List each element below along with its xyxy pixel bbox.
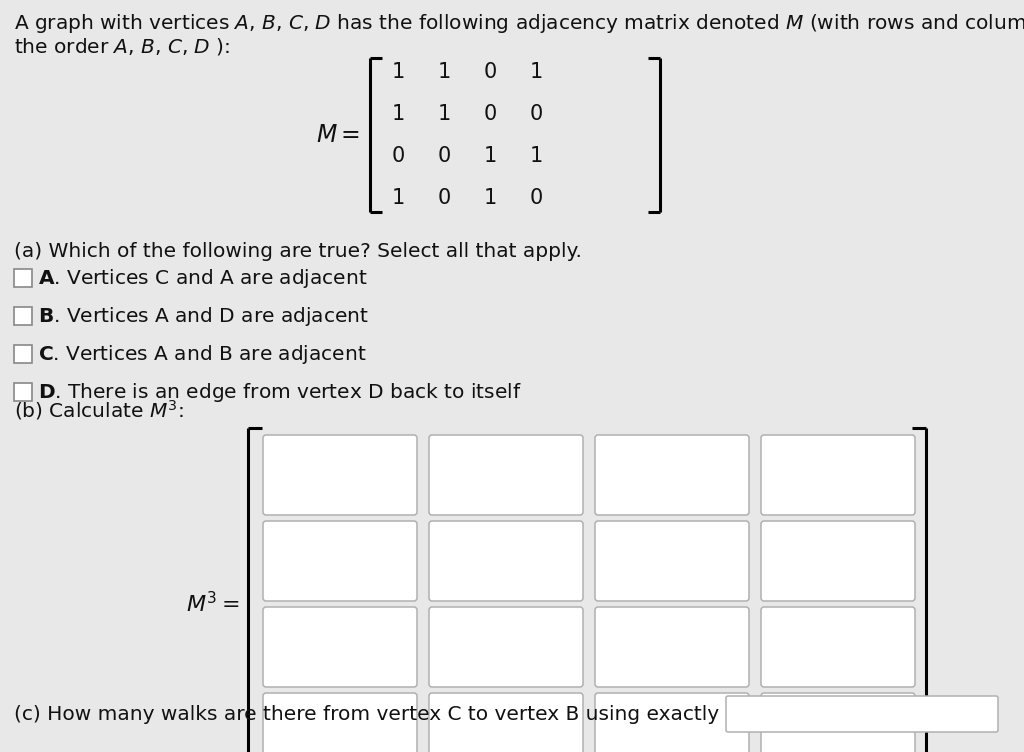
Text: (c) How many walks are there from vertex C to vertex B using exactly 3 edges?: (c) How many walks are there from vertex… <box>14 705 816 723</box>
FancyBboxPatch shape <box>429 521 583 601</box>
FancyBboxPatch shape <box>429 693 583 752</box>
Text: 0: 0 <box>391 146 404 166</box>
FancyBboxPatch shape <box>761 607 915 687</box>
FancyBboxPatch shape <box>263 693 417 752</box>
Bar <box>14 269 32 287</box>
Text: 1: 1 <box>483 146 497 166</box>
Text: $\mathbf{B}$. Vertices A and D are adjacent: $\mathbf{B}$. Vertices A and D are adjac… <box>38 305 369 328</box>
Text: 0: 0 <box>437 146 451 166</box>
FancyBboxPatch shape <box>595 521 749 601</box>
Text: 0: 0 <box>483 104 497 124</box>
Text: 1: 1 <box>391 188 404 208</box>
FancyBboxPatch shape <box>263 521 417 601</box>
FancyBboxPatch shape <box>595 693 749 752</box>
Bar <box>14 345 32 363</box>
Text: $M^3 =$: $M^3 =$ <box>186 591 240 617</box>
FancyBboxPatch shape <box>761 435 915 515</box>
FancyBboxPatch shape <box>761 693 915 752</box>
Text: (a) Which of the following are true? Select all that apply.: (a) Which of the following are true? Sel… <box>14 242 582 261</box>
Text: the order $A$, $B$, $C$, $D$ ):: the order $A$, $B$, $C$, $D$ ): <box>14 36 230 57</box>
FancyBboxPatch shape <box>595 435 749 515</box>
Bar <box>14 307 32 325</box>
Text: $M =$: $M =$ <box>315 123 360 147</box>
Text: A graph with vertices $A$, $B$, $C$, $D$ has the following adjacency matrix deno: A graph with vertices $A$, $B$, $C$, $D$… <box>14 12 1024 35</box>
Bar <box>14 383 32 401</box>
Text: 1: 1 <box>437 62 451 82</box>
Text: 1: 1 <box>483 188 497 208</box>
Text: 0: 0 <box>483 62 497 82</box>
FancyBboxPatch shape <box>761 521 915 601</box>
FancyBboxPatch shape <box>263 435 417 515</box>
FancyBboxPatch shape <box>263 607 417 687</box>
Text: 1: 1 <box>391 62 404 82</box>
FancyBboxPatch shape <box>429 607 583 687</box>
Text: $\mathbf{A}$. Vertices C and A are adjacent: $\mathbf{A}$. Vertices C and A are adjac… <box>38 266 368 290</box>
Text: 1: 1 <box>529 62 543 82</box>
Text: 1: 1 <box>529 146 543 166</box>
Text: 0: 0 <box>437 188 451 208</box>
FancyBboxPatch shape <box>726 696 998 732</box>
Text: (b) Calculate $M^3$:: (b) Calculate $M^3$: <box>14 398 184 422</box>
Text: 1: 1 <box>437 104 451 124</box>
Text: 1: 1 <box>391 104 404 124</box>
FancyBboxPatch shape <box>595 607 749 687</box>
Text: $\mathbf{D}$. There is an edge from vertex D back to itself: $\mathbf{D}$. There is an edge from vert… <box>38 381 521 404</box>
Text: 0: 0 <box>529 104 543 124</box>
Text: $\mathbf{C}$. Vertices A and B are adjacent: $\mathbf{C}$. Vertices A and B are adjac… <box>38 342 367 365</box>
FancyBboxPatch shape <box>429 435 583 515</box>
Text: 0: 0 <box>529 188 543 208</box>
